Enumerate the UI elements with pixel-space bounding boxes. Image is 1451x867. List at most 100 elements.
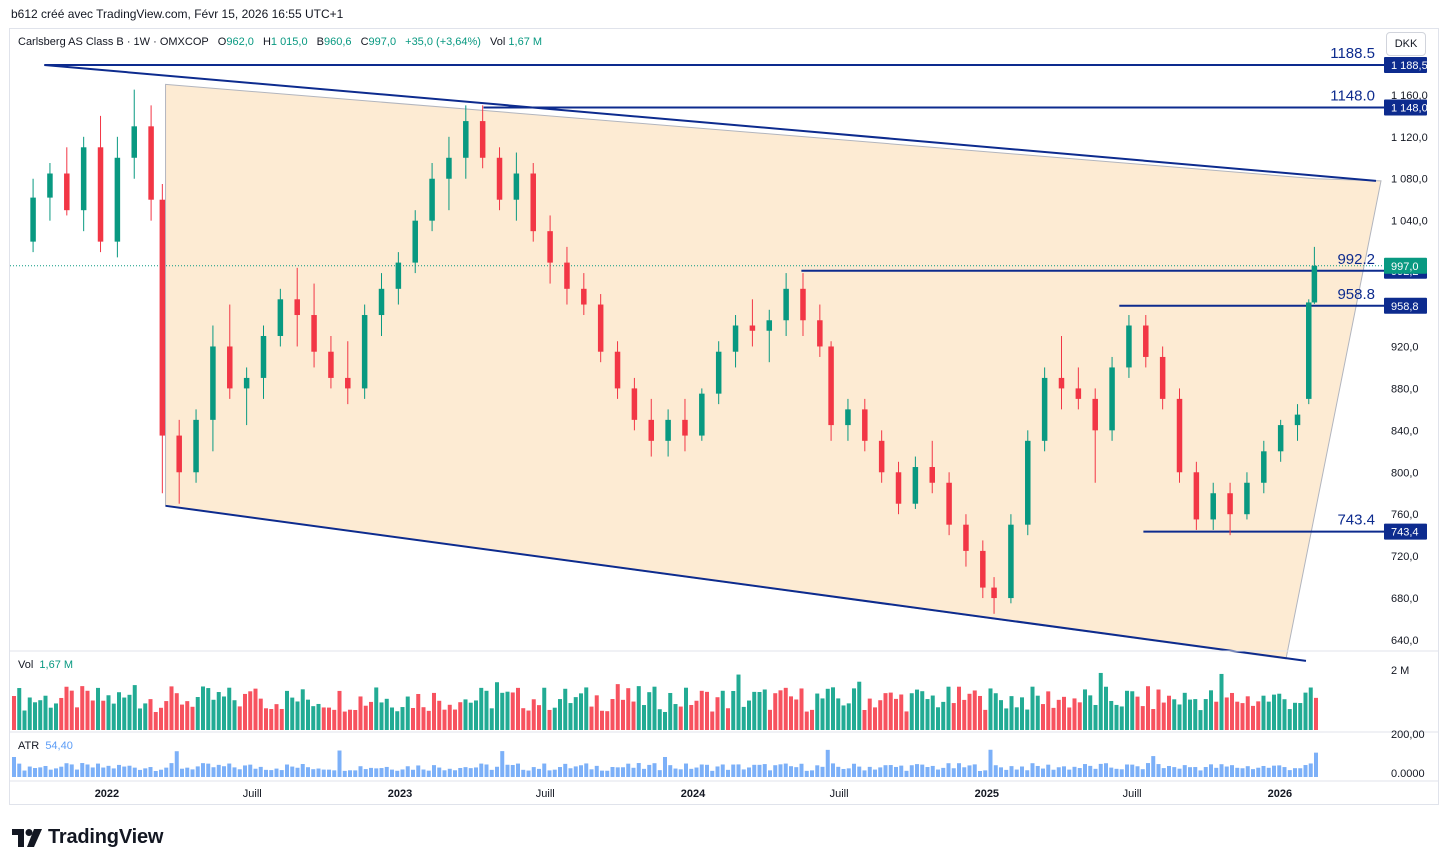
atr-bar-27: [153, 770, 158, 777]
candle-body-67: [1143, 325, 1149, 357]
volume-bar-30: [169, 686, 174, 730]
volume-bar-143: [762, 689, 767, 730]
atr-bar-64: [348, 770, 352, 777]
y-tick-label-5: 880,0: [1391, 383, 1419, 395]
volume-bar-140: [747, 700, 751, 730]
candle-body-3: [80, 147, 87, 211]
volume-bar-219: [1161, 702, 1166, 730]
tradingview-logo[interactable]: TradingView: [12, 826, 163, 849]
volume-bar-147: [783, 687, 788, 730]
chart-frame[interactable]: [9, 28, 1439, 805]
atr-bar-209: [1109, 767, 1114, 777]
atr-bar-229: [1214, 767, 1219, 777]
level-axis-tag-1: [1384, 99, 1427, 116]
atr-bar-21: [122, 766, 127, 777]
volume-bar-236: [1251, 705, 1255, 730]
atr-bar-146: [778, 764, 783, 777]
volume-bar-0: [12, 696, 16, 730]
atr-bar-26: [148, 767, 153, 777]
candle-body-42: [732, 325, 739, 352]
candle-body-39: [682, 419, 688, 436]
x-tick-label-1: Juill: [243, 788, 262, 800]
volume-bar-4: [33, 702, 37, 730]
atr-bar-198: [1051, 769, 1056, 777]
atr-bar-238: [1261, 765, 1266, 777]
candle-body-33: [581, 288, 587, 305]
volume-bar-50: [274, 704, 279, 730]
atr-axis-top-label: 200,00: [1391, 729, 1425, 741]
candle-body-43: [749, 325, 756, 331]
atr-bar-34: [190, 769, 195, 777]
atr-bar-214: [1135, 766, 1140, 777]
volume-bar-21: [122, 697, 127, 730]
volume-bar-26: [148, 699, 153, 730]
atr-bar-213: [1130, 764, 1135, 777]
volume-bar-134: [715, 697, 720, 730]
atr-bar-115: [615, 767, 620, 777]
candle-body-2: [64, 173, 70, 211]
atr-bar-52: [285, 764, 289, 777]
volume-bar-248: [1314, 697, 1318, 730]
volume-bar-89: [479, 687, 484, 730]
atr-bar-84: [453, 770, 457, 777]
atr-bar-106: [568, 768, 573, 777]
volume-bar-237: [1256, 701, 1261, 730]
atr-bar-65: [353, 770, 358, 777]
atr-bar-195: [1035, 765, 1040, 777]
volume-bar-233: [1235, 701, 1240, 730]
volume-bar-221: [1172, 699, 1177, 730]
volume-bar-83: [447, 704, 452, 730]
y-tick-label-9: 720,0: [1391, 551, 1419, 563]
candle-body-38: [665, 419, 671, 441]
candle-body-30: [530, 173, 536, 232]
volume-bar-135: [720, 690, 725, 730]
volume-bar-51: [279, 708, 284, 730]
atr-bar-239: [1266, 767, 1271, 777]
volume-bar-123: [657, 709, 662, 730]
volume-bar-151: [804, 711, 809, 730]
volume-bar-15: [90, 700, 95, 730]
atr-bar-170: [904, 770, 909, 777]
atr-bar-248: [1314, 752, 1318, 777]
atr-bar-176: [936, 769, 940, 777]
atr-bar-50: [274, 768, 279, 777]
atr-bar-11: [69, 764, 74, 777]
volume-bar-239: [1266, 701, 1271, 730]
atr-bar-36: [201, 763, 205, 777]
volume-bar-102: [547, 709, 552, 730]
atr-bar-218: [1156, 764, 1161, 777]
currency-button[interactable]: DKK: [1386, 32, 1426, 56]
volume-bar-110: [589, 706, 594, 730]
volume-bar-218: [1156, 689, 1161, 730]
volume-bar-234: [1240, 703, 1245, 730]
candle-body-36: [631, 388, 638, 420]
volume-bar-109: [584, 687, 589, 730]
volume-bar-227: [1203, 699, 1208, 730]
volume-bar-202: [1072, 698, 1077, 730]
atr-bar-190: [1009, 766, 1014, 777]
volume-bar-181: [962, 699, 967, 730]
volume-bar-155: [825, 688, 830, 730]
candle-body-51: [878, 440, 885, 473]
volume-bar-39: [216, 692, 221, 730]
volume-bar-96: [516, 687, 520, 730]
y-tick-label-6: 840,0: [1391, 425, 1419, 437]
volume-bar-242: [1282, 699, 1287, 730]
candle-body-19: [345, 377, 351, 389]
volume-bar-203: [1077, 702, 1082, 730]
candle-body-10: [193, 419, 199, 473]
volume-bar-78: [421, 707, 426, 730]
candle-body-66: [1126, 325, 1132, 368]
atr-bar-61: [332, 770, 337, 777]
atr-bar-43: [237, 769, 242, 777]
atr-bar-13: [80, 763, 85, 777]
volume-bar-35: [195, 697, 200, 730]
atr-bar-53: [290, 766, 295, 777]
candle-body-18: [328, 351, 334, 378]
tradingview-wordmark: TradingView: [48, 826, 164, 848]
candle-body-7: [148, 126, 154, 200]
atr-bar-95: [510, 764, 515, 777]
volume-bar-86: [463, 699, 468, 730]
candle-body-25: [446, 157, 452, 179]
